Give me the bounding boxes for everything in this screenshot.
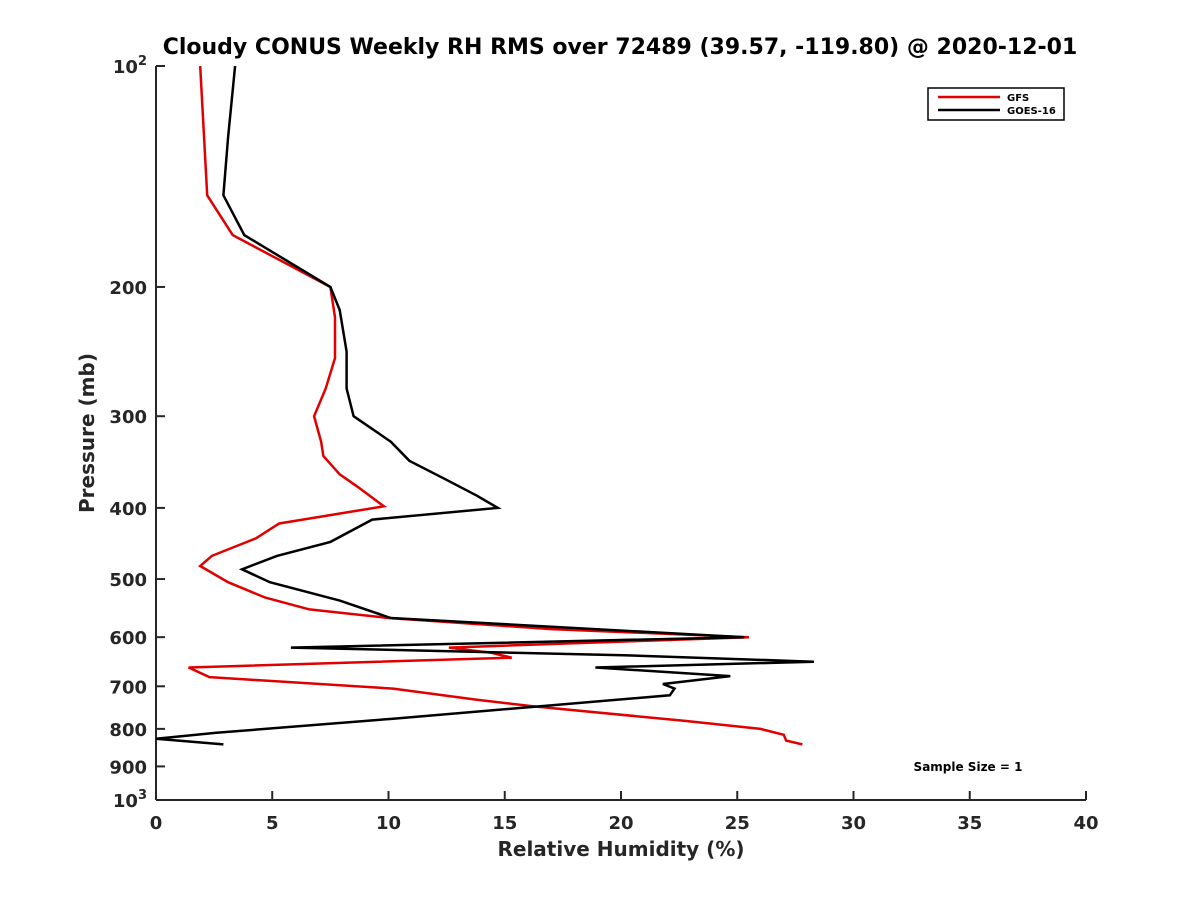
legend-label-goes16: GOES-16	[1007, 106, 1056, 117]
legend-box	[927, 87, 1065, 121]
y-tick-label: 103	[113, 788, 147, 812]
x-axis-ticks: 0 5 10 15 20 25 30 35 40	[150, 791, 1099, 834]
y-tick-label: 800	[109, 720, 147, 741]
x-tick-label: 25	[725, 813, 750, 834]
plot-area: 0 5 10 15 20 25 30 35 40 102 200 300 400 500 600 700 80…	[109, 54, 1098, 834]
y-axis-ticks: 102 200 300 400 500 600 700 800 900 103	[109, 54, 165, 812]
x-tick-label: 30	[841, 813, 866, 834]
y-axis-label: Pressure (mb)	[75, 353, 99, 513]
x-tick-label: 0	[150, 813, 163, 834]
x-tick-label: 35	[957, 813, 982, 834]
y-tick-label: 600	[109, 628, 147, 649]
legend: GFS GOES-16	[927, 87, 1065, 121]
x-axis-label: Relative Humidity (%)	[497, 837, 744, 861]
y-tick-label: 500	[109, 570, 147, 591]
sample-size-annotation: Sample Size = 1	[914, 760, 1023, 774]
series-lines	[155, 65, 815, 746]
legend-label-gfs: GFS	[1007, 93, 1029, 104]
x-tick-label: 40	[1073, 813, 1098, 834]
y-tick-label: 700	[109, 677, 147, 698]
y-tick-label: 200	[109, 278, 147, 299]
series-line-goes16	[155, 65, 815, 746]
x-tick-label: 15	[492, 813, 517, 834]
x-tick-label: 20	[608, 813, 633, 834]
y-tick-label: 900	[109, 757, 147, 778]
y-tick-label: 400	[109, 499, 147, 520]
x-tick-label: 5	[266, 813, 279, 834]
y-tick-label: 102	[113, 54, 147, 78]
x-tick-label: 10	[376, 813, 401, 834]
y-tick-label: 300	[109, 407, 147, 428]
series-line-gfs	[188, 65, 803, 746]
chart-title: Cloudy CONUS Weekly RH RMS over 72489 (3…	[163, 35, 1078, 60]
